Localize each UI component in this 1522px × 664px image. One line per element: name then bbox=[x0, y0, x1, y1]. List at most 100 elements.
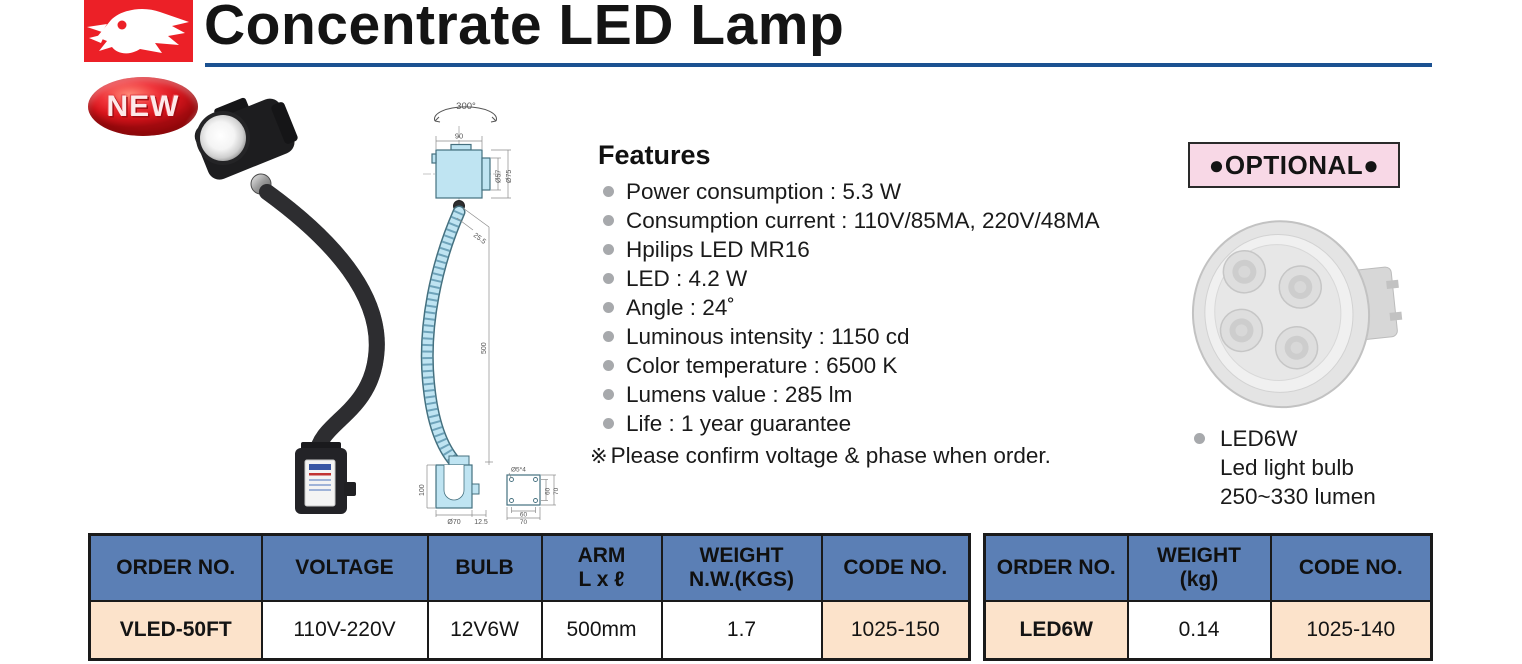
rotation-arc bbox=[434, 106, 497, 122]
cell-weight: 1.7 bbox=[660, 600, 823, 661]
plate-outer-width-label: 70 bbox=[520, 519, 528, 526]
feature-text: LED : 4.2 W bbox=[626, 266, 748, 291]
arm-length-dim-label: 500 bbox=[481, 342, 488, 354]
cell-order-no: VLED-50FT bbox=[88, 600, 263, 661]
title-underline-rule bbox=[205, 63, 1432, 67]
bulb-name: LED6W bbox=[1220, 426, 1298, 451]
main-spec-table: ORDER NO. VOLTAGE BULB ARM L x ℓ WEIGHT N.… bbox=[88, 533, 971, 661]
feature-text: Luminous intensity : 1150 cd bbox=[626, 324, 910, 349]
feature-item: Life : 1 year guarantee bbox=[603, 409, 1190, 438]
feature-item: Power consumption : 5.3 W bbox=[603, 177, 1190, 206]
plate-holes bbox=[509, 477, 538, 503]
feature-item: LED : 4.2 W bbox=[603, 264, 1190, 293]
order-note: ※ Please confirm voltage & phase when or… bbox=[590, 441, 1190, 471]
feature-text: Power consumption : 5.3 W bbox=[626, 179, 902, 204]
cell-code-no: 1025-140 bbox=[1269, 600, 1433, 661]
arm-offset-dim-label: 25.5 bbox=[472, 232, 487, 246]
optional-table-data-row: LED6W 0.14 1025-140 bbox=[983, 600, 1433, 661]
feature-item: Angle : 24˚ bbox=[603, 293, 1190, 322]
bullet-icon bbox=[603, 418, 614, 429]
rotation-dim-label: 300° bbox=[456, 101, 476, 112]
new-badge: NEW bbox=[88, 77, 198, 136]
base-side-dim-label: 12.5 bbox=[474, 519, 488, 526]
plate-inner-width-label: 60 bbox=[520, 512, 528, 519]
col-arm: ARM L x ℓ bbox=[540, 533, 663, 602]
feature-text: Color temperature : 6500 K bbox=[626, 353, 898, 378]
drawing-base-cutout bbox=[443, 465, 465, 501]
new-badge-label: NEW bbox=[106, 89, 180, 123]
head-outer-dia-label: Ø75 bbox=[506, 170, 513, 183]
head-inner-dia-label: Ø57 bbox=[496, 170, 503, 183]
drawing-arm-fill bbox=[422, 207, 464, 467]
optional-bulb-photo bbox=[1191, 220, 1403, 409]
page-title: Concentrate LED Lamp bbox=[204, 0, 845, 57]
bullet-icon bbox=[603, 244, 614, 255]
drawing-lamp-head bbox=[431, 143, 491, 199]
col-order-no: ORDER NO. bbox=[88, 533, 263, 602]
bulb-desc-line1: Led light bulb bbox=[1220, 455, 1354, 480]
cell-order-no: LED6W bbox=[983, 600, 1129, 661]
feature-text: Consumption current : 110V/85MA, 220V/48… bbox=[626, 208, 1100, 233]
feature-text: Life : 1 year guarantee bbox=[626, 411, 852, 436]
feature-item: Luminous intensity : 1150 cd bbox=[603, 322, 1190, 351]
optional-bulb-caption: LED6W Led light bulb 250~330 lumen bbox=[1194, 424, 1376, 511]
col-code-no: CODE NO. bbox=[1269, 533, 1433, 602]
bullet-icon bbox=[603, 302, 614, 313]
drawing-arm-collar bbox=[448, 455, 470, 466]
features-section: Features Power consumption : 5.3 W Consu… bbox=[590, 140, 1190, 471]
eagle-eye bbox=[117, 20, 127, 30]
bulb-desc-line2: 250~330 lumen bbox=[1220, 484, 1376, 509]
bullet-icon bbox=[603, 360, 614, 371]
lamp-lens bbox=[200, 115, 246, 161]
bulb-led-lenses bbox=[1219, 250, 1323, 370]
col-voltage: VOLTAGE bbox=[260, 533, 429, 602]
cell-weight: 0.14 bbox=[1126, 600, 1272, 661]
plate-inner-height-label: 60 bbox=[545, 487, 552, 495]
col-weight: WEIGHT (kg) bbox=[1126, 533, 1272, 602]
cell-voltage: 110V-220V bbox=[260, 600, 429, 661]
optional-spec-table: ORDER NO. WEIGHT (kg) CODE NO. LED6W 0.14… bbox=[983, 533, 1433, 661]
lamp-arm-coil-texture bbox=[259, 184, 385, 462]
feature-item: Color temperature : 6500 K bbox=[603, 351, 1190, 380]
main-table-data-row: VLED-50FT 110V-220V 12V6W 500mm 1.7 1025… bbox=[88, 600, 971, 661]
bullet-icon bbox=[603, 389, 614, 400]
bullet-icon bbox=[1194, 433, 1205, 444]
base-dia-dim-label: Ø70 bbox=[447, 519, 460, 526]
bullet-icon bbox=[603, 186, 614, 197]
col-code-no: CODE NO. bbox=[820, 533, 971, 602]
lamp-base bbox=[295, 442, 356, 514]
optional-table-header-row: ORDER NO. WEIGHT (kg) CODE NO. bbox=[983, 533, 1433, 602]
drawing-base-nub bbox=[471, 483, 480, 495]
plate-outer-height-label: 70 bbox=[553, 487, 560, 495]
drawing-mount-plate bbox=[506, 474, 541, 506]
feature-item: Consumption current : 110V/85MA, 220V/48… bbox=[603, 206, 1190, 235]
reference-mark-icon: ※ bbox=[590, 445, 608, 468]
eagle-beak-lower bbox=[89, 34, 105, 43]
head-width-dim-label: 90 bbox=[455, 132, 463, 141]
eagle-beak-upper bbox=[87, 24, 107, 32]
main-table-header-row: ORDER NO. VOLTAGE BULB ARM L x ℓ WEIGHT N.… bbox=[88, 533, 971, 602]
eagle-head-shape bbox=[97, 8, 189, 54]
col-weight: WEIGHT N.W.(KGS) bbox=[660, 533, 823, 602]
feature-item: Lumens value : 285 lm bbox=[603, 380, 1190, 409]
col-bulb: BULB bbox=[426, 533, 543, 602]
brand-eagle-logo bbox=[84, 0, 193, 62]
bullet-icon bbox=[603, 331, 614, 342]
hole-spec-label: Ø5*4 bbox=[511, 467, 526, 474]
cell-arm: 500mm bbox=[540, 600, 663, 661]
feature-text: Hpilips LED MR16 bbox=[626, 237, 810, 262]
bullet-icon bbox=[603, 215, 614, 226]
cell-bulb: 12V6W bbox=[426, 600, 543, 661]
col-order-no: ORDER NO. bbox=[983, 533, 1129, 602]
optional-label-box: ●OPTIONAL● bbox=[1188, 142, 1400, 188]
features-heading: Features bbox=[598, 140, 711, 170]
feature-text: Angle : 24˚ bbox=[626, 295, 735, 320]
feature-item: Hpilips LED MR16 bbox=[603, 235, 1190, 264]
bullet-icon bbox=[603, 273, 614, 284]
order-note-text: Please confirm voltage & phase when orde… bbox=[610, 443, 1051, 468]
technical-drawing: 300° 90 Ø57 Ø75 bbox=[419, 101, 560, 526]
feature-text: Lumens value : 285 lm bbox=[626, 382, 853, 407]
product-photo-led-lamp bbox=[183, 97, 385, 514]
cell-code-no: 1025-150 bbox=[820, 600, 971, 661]
